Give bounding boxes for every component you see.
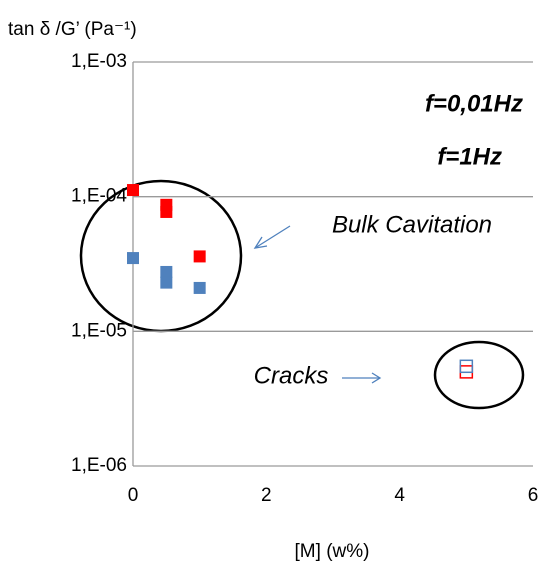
x-axis-label: [M] (w%) (295, 541, 370, 562)
point (127, 252, 139, 265)
x-tick-label: 2 (261, 485, 272, 506)
x-tick-label: 4 (394, 485, 405, 506)
y-tick-label: 1,E-05 (71, 320, 127, 341)
y-tick-label: 1,E-04 (71, 186, 127, 207)
y-axis-label: tan δ /G’ (Pa⁻¹) (8, 19, 137, 40)
x-tick-label: 0 (128, 485, 139, 506)
point (193, 250, 206, 263)
point (160, 276, 173, 289)
cluster-ellipse (433, 340, 525, 410)
point (459, 359, 474, 374)
annotation: Cracks (254, 362, 329, 389)
y-tick-label: 1,E-03 (71, 51, 127, 72)
point (160, 265, 173, 278)
arrow (253, 225, 382, 384)
point (127, 184, 139, 197)
x-tick-label: 6 (528, 485, 539, 506)
point (193, 281, 206, 294)
legend-entry: f=1Hz (437, 143, 502, 170)
legend-entry: f=0,01Hz (425, 90, 523, 117)
annotation: Bulk Cavitation (332, 211, 492, 238)
point (160, 205, 173, 218)
y-tick-label: 1,E-06 (71, 455, 127, 476)
